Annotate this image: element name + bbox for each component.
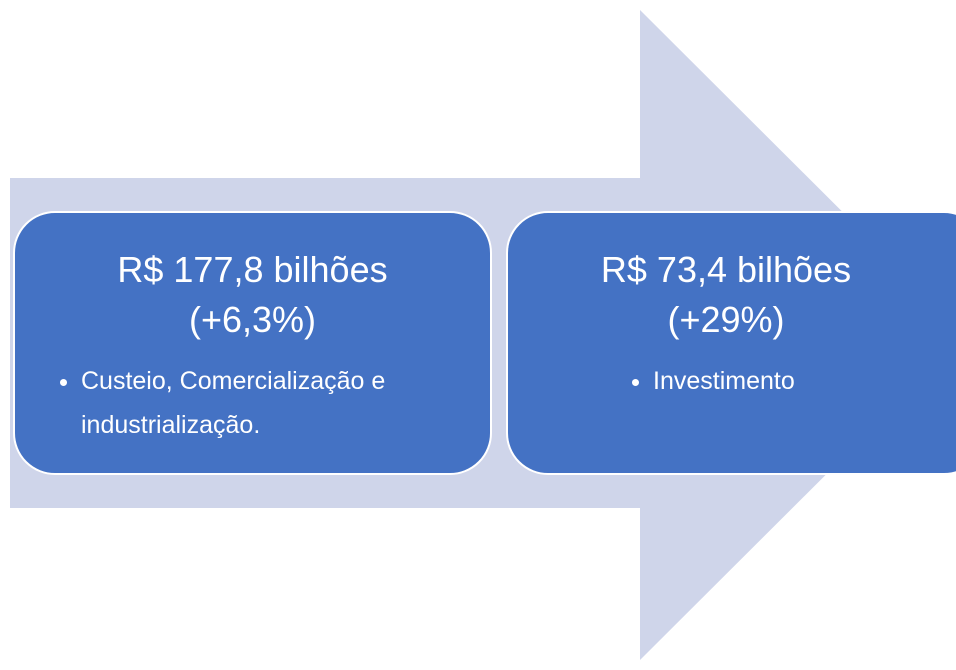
step-title: R$ 73,4 bilhões [600,249,852,290]
step-subtitle: (+6,3%) [188,299,317,340]
bullet-list: Investimento [653,359,903,403]
step-title: R$ 177,8 bilhões [117,249,388,290]
bullet-item: Investimento [653,359,903,403]
step-subtitle: (+29%) [667,299,785,340]
step-box: R$ 177,8 bilhões (+6,3%) Custeio, Comerc… [13,211,492,475]
bullet-item: Custeio, Comercialização e industrializa… [81,359,451,447]
bullet-list: Custeio, Comercialização e industrializa… [81,359,451,447]
step-box: R$ 73,4 bilhões (+29%) Investimento [506,211,956,475]
